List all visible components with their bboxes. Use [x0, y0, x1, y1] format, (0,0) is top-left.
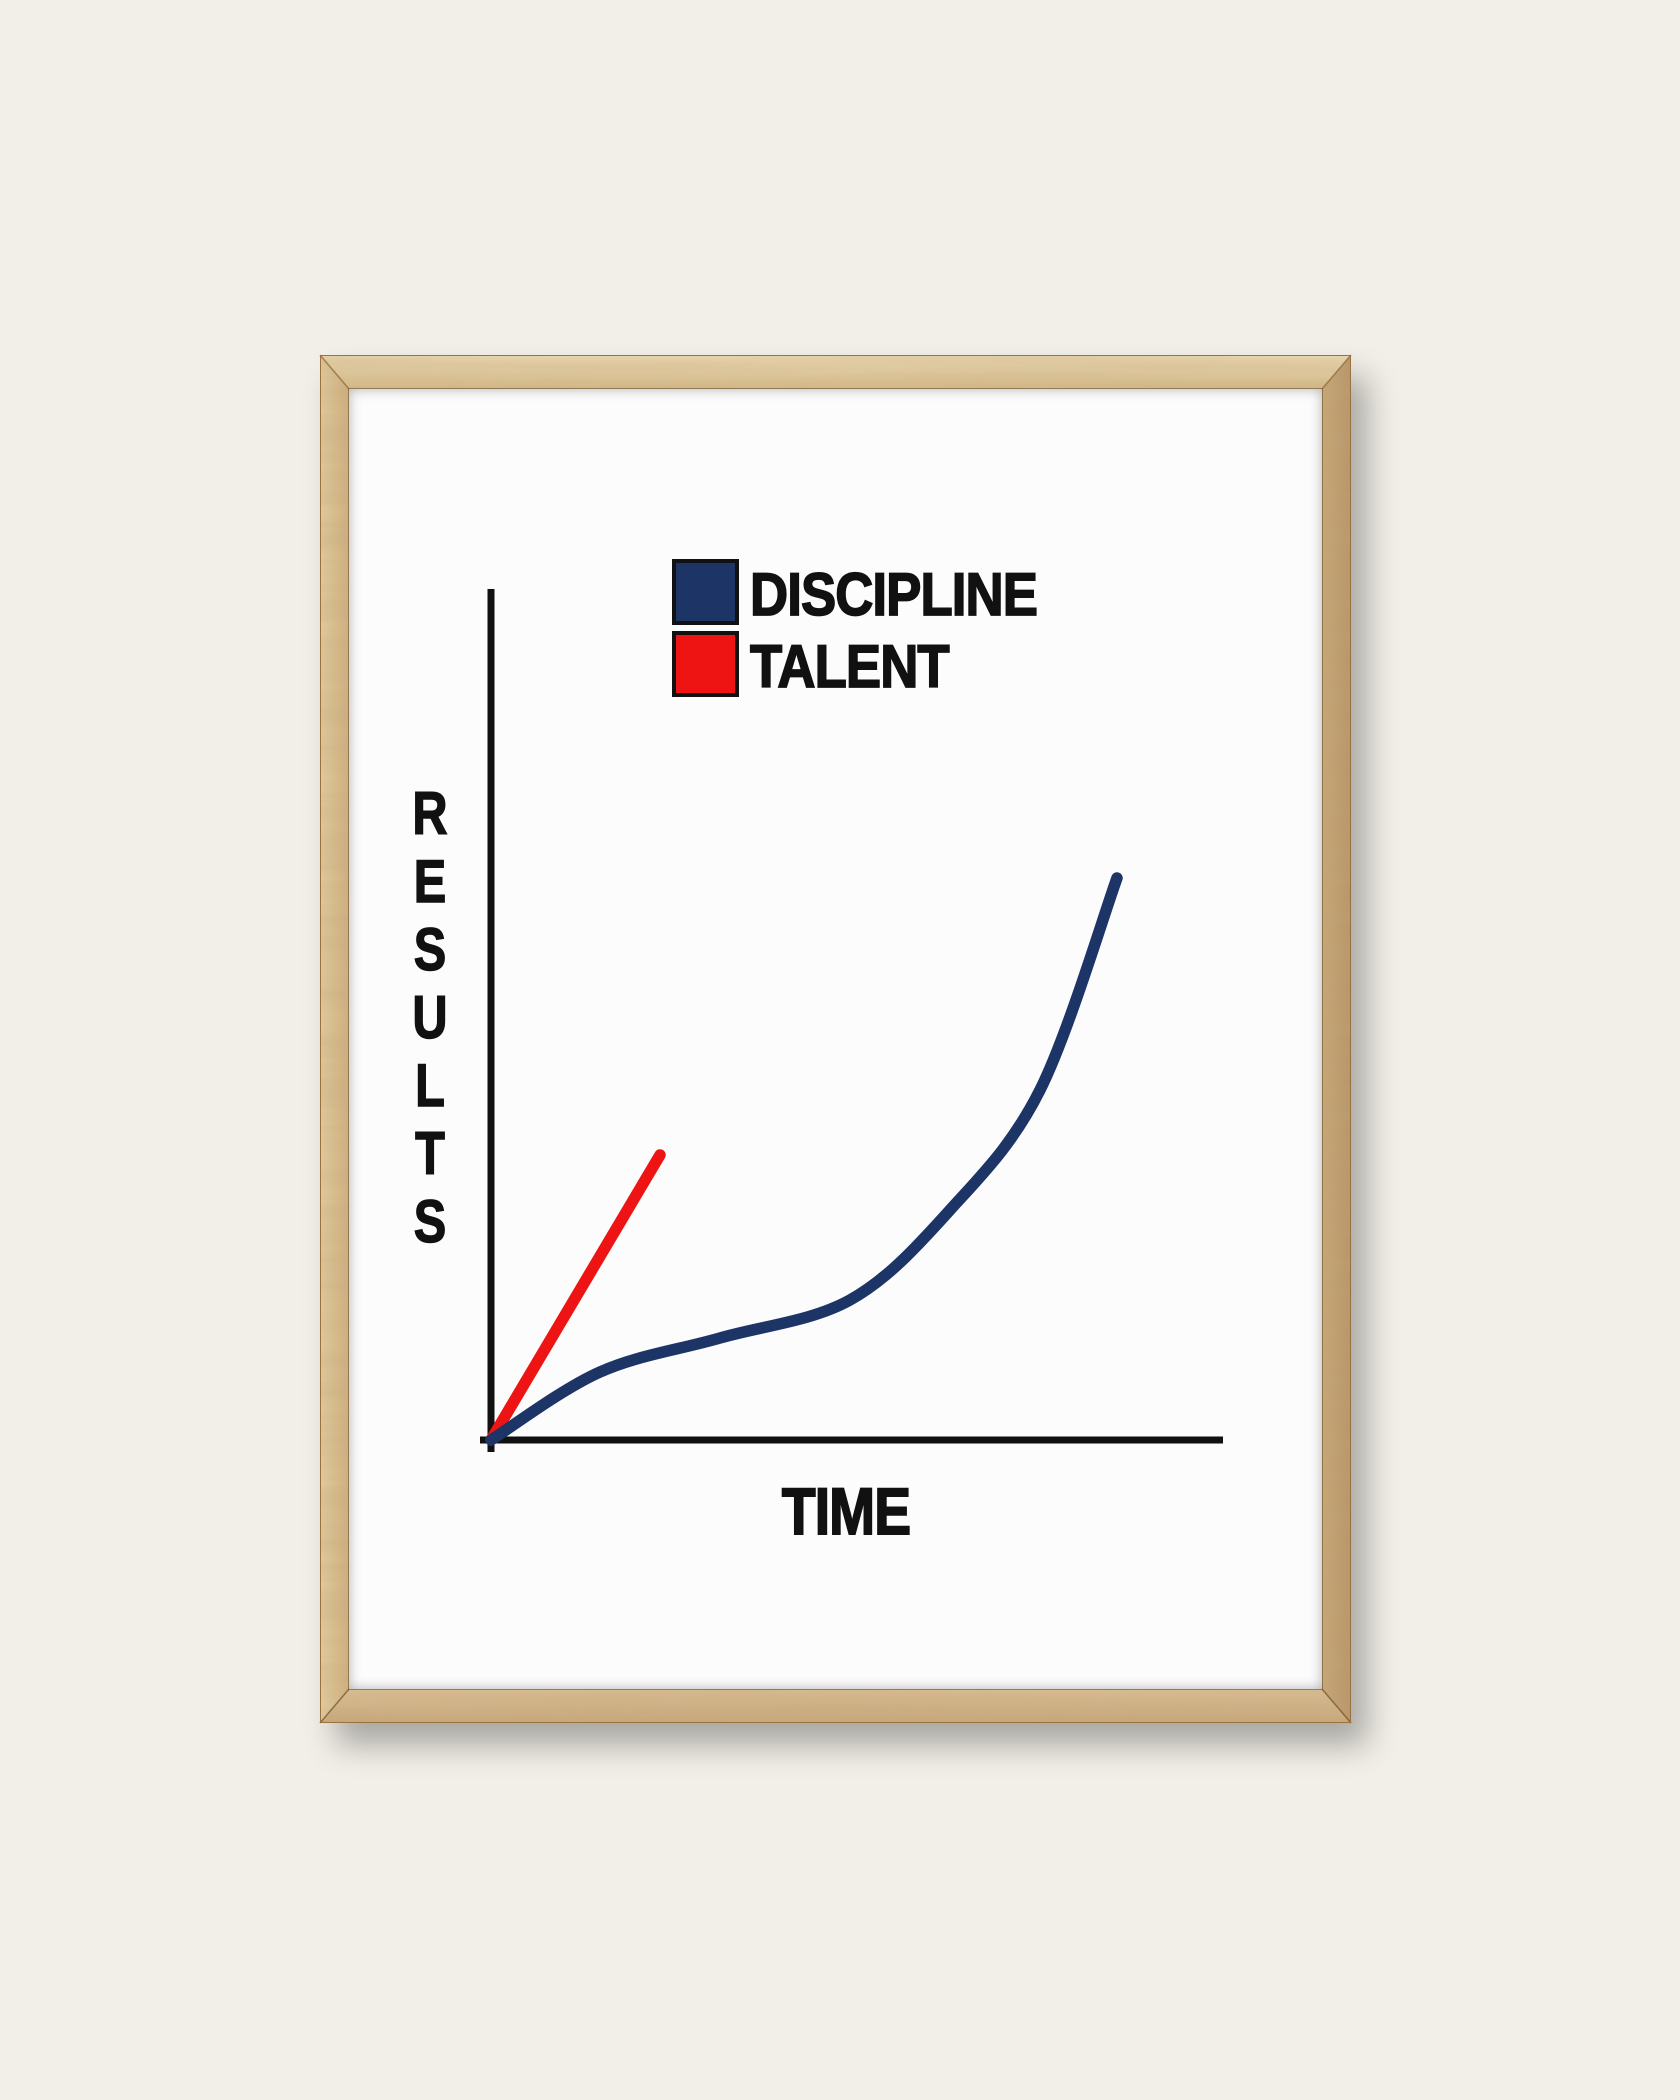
svg-text:DISCIPLINE: DISCIPLINE	[750, 562, 1037, 629]
svg-text:S: S	[414, 915, 446, 983]
svg-text:R: R	[412, 779, 447, 847]
svg-text:U: U	[412, 983, 447, 1051]
svg-text:T: T	[415, 1119, 445, 1187]
svg-text:TALENT: TALENT	[750, 634, 949, 701]
svg-text:L: L	[415, 1051, 445, 1119]
svg-text:TIME: TIME	[782, 1474, 910, 1548]
svg-text:E: E	[414, 847, 446, 915]
svg-text:S: S	[414, 1187, 446, 1255]
